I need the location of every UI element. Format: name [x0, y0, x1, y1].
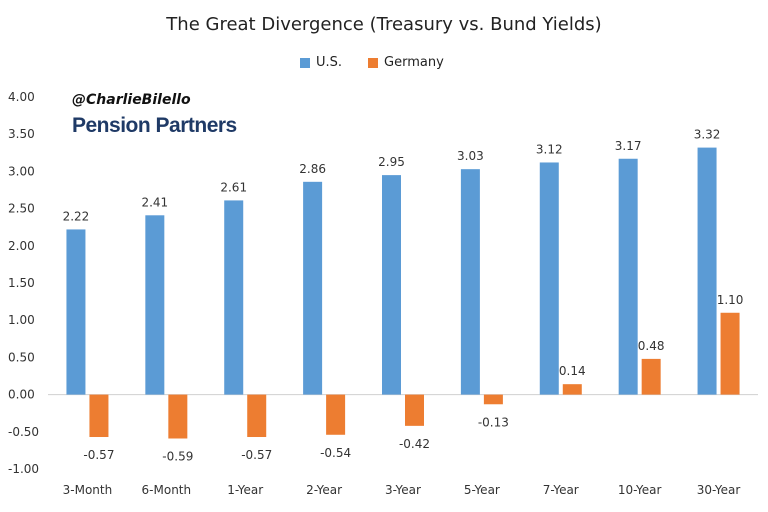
x-tick-label: 5-Year: [464, 483, 500, 497]
data-label-us: 2.86: [299, 162, 326, 176]
y-tick-label: 3.50: [8, 127, 35, 141]
data-label-us: 2.22: [63, 209, 90, 223]
legend-label-us: U.S.: [316, 55, 343, 70]
x-tick-label: 3-Month: [63, 483, 113, 497]
y-axis: 4.00 3.50 3.00 2.50 2.00 1.50 1.00 0.50 0.00 -0.5…: [8, 90, 758, 476]
bar-us: [303, 181, 323, 395]
data-label-us: 3.03: [457, 149, 484, 163]
data-label-us: 3.17: [615, 139, 642, 153]
legend-item-germany: Germany: [368, 55, 444, 70]
bar-us: [145, 215, 165, 395]
legend-swatch-us: [300, 57, 310, 68]
watermark: @CharlieBilello Pension Partners: [72, 92, 237, 138]
watermark-handle: @CharlieBilello: [72, 92, 191, 108]
y-tick-label: 1.00: [8, 313, 35, 327]
y-tick-label: 4.00: [8, 90, 35, 104]
data-labels: 2.22 -0.57 2.41 -0.59 2.61 -0.57 2.86 -0.54 2.95…: [63, 128, 744, 464]
x-tick-label: 7-Year: [543, 483, 579, 497]
x-tick-label: 2-Year: [306, 483, 342, 497]
data-label-germany: 0.48: [638, 339, 665, 353]
x-tick-label: 1-Year: [227, 483, 263, 497]
x-tick-label: 10-Year: [618, 483, 662, 497]
bar-germany: [247, 394, 267, 438]
data-label-germany: -0.57: [241, 448, 272, 462]
bar-germany: [89, 394, 109, 438]
watermark-logo: Pension Partners: [72, 114, 237, 137]
legend-item-us: U.S.: [300, 55, 342, 70]
x-axis: 3-Month 6-Month 1-Year 2-Year 3-Year 5-Year 7-…: [63, 483, 741, 497]
data-label-germany: -0.42: [399, 437, 430, 451]
bar-us: [224, 200, 244, 395]
chart-legend: U.S. Germany: [300, 55, 470, 70]
bar-germany: [168, 394, 188, 439]
bar-germany: [326, 394, 346, 435]
bar-germany: [405, 394, 424, 426]
legend-label-germany: Germany: [384, 55, 444, 70]
bar-us: [697, 147, 717, 395]
data-label-us: 3.12: [536, 142, 563, 156]
y-tick-label: 0.50: [8, 350, 35, 364]
x-tick-label: 6-Month: [142, 483, 192, 497]
bar-germany: [483, 394, 503, 405]
y-tick-label: 0.00: [8, 388, 35, 402]
data-label-us: 2.61: [220, 180, 247, 194]
y-tick-label: -1.00: [8, 462, 39, 476]
chart-title: The Great Divergence (Treasury vs. Bund …: [166, 14, 602, 35]
data-label-germany: 1.10: [717, 293, 744, 307]
data-label-germany: -0.54: [320, 446, 351, 460]
y-tick-label: 3.00: [8, 164, 35, 178]
legend-swatch-germany: [368, 57, 379, 68]
data-label-germany: -0.59: [162, 449, 193, 463]
bar-us: [66, 229, 86, 395]
bar-us: [460, 169, 480, 395]
bar-germany: [562, 384, 582, 395]
y-tick-label: 2.00: [8, 239, 35, 253]
bar-germany: [720, 312, 740, 395]
x-tick-label: 30-Year: [697, 483, 741, 497]
data-label-us: 2.41: [141, 195, 168, 209]
x-tick-label: 3-Year: [385, 483, 421, 497]
data-label-germany: -0.13: [478, 415, 509, 429]
bar-us: [618, 158, 638, 395]
data-label-us: 3.32: [694, 128, 721, 142]
bar-us: [382, 175, 401, 395]
data-label-germany: -0.57: [83, 448, 114, 462]
data-label-germany: 0.14: [559, 364, 586, 378]
bar-germany: [641, 358, 661, 395]
y-tick-label: 1.50: [8, 276, 35, 290]
y-tick-label: 2.50: [8, 202, 35, 216]
data-label-us: 2.95: [378, 155, 405, 169]
bars: [66, 147, 740, 439]
bar-us: [539, 162, 559, 395]
y-tick-label: -0.50: [8, 425, 39, 439]
